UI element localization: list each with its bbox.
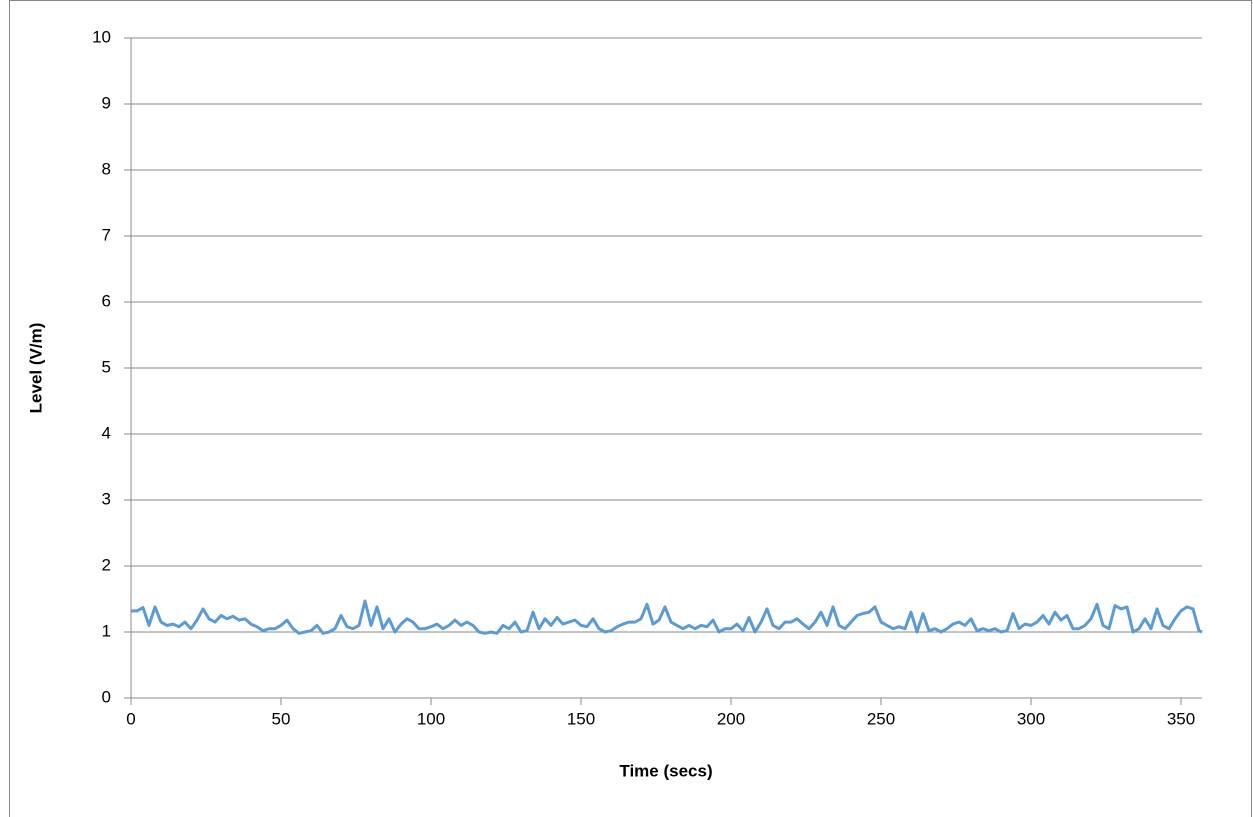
y-tick-label: 4 — [102, 423, 111, 442]
y-tick-label: 10 — [92, 27, 111, 46]
x-axis-title: Time (secs) — [619, 761, 712, 780]
x-tick-label: 200 — [717, 709, 745, 728]
x-tick-label: 250 — [867, 709, 895, 728]
y-tick-label: 5 — [102, 357, 111, 376]
y-tick-label: 2 — [102, 555, 111, 574]
y-tick-label: 1 — [102, 621, 111, 640]
y-axis-title: Level (V/m) — [26, 323, 45, 414]
y-tick-label: 3 — [102, 489, 111, 508]
y-tick-label: 7 — [102, 225, 111, 244]
x-tick-label: 0 — [126, 709, 135, 728]
x-tick-label: 350 — [1167, 709, 1195, 728]
x-tick-label: 50 — [272, 709, 291, 728]
chart-border — [9, 0, 1252, 817]
x-tick-label: 150 — [567, 709, 595, 728]
y-tick-label: 0 — [102, 687, 111, 706]
y-tick-label: 6 — [102, 291, 111, 310]
y-tick-label: 8 — [102, 159, 111, 178]
data-line — [131, 599, 1203, 635]
x-tick-label: 300 — [1017, 709, 1045, 728]
y-tick-label: 9 — [102, 93, 111, 112]
x-tick-label: 100 — [417, 709, 445, 728]
